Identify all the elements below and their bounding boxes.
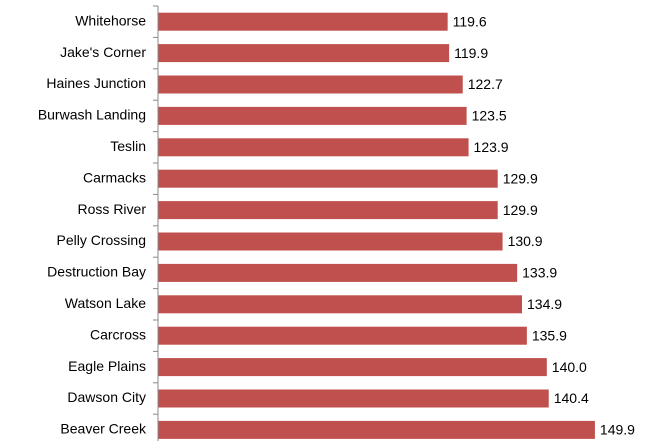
y-tick-label: Dawson City xyxy=(67,389,146,405)
y-tick-label: Ross River xyxy=(78,201,147,217)
y-tick-label: Carmacks xyxy=(83,169,146,185)
bar xyxy=(158,232,503,251)
data-label: 129.9 xyxy=(503,202,538,218)
y-tick-label: Destruction Bay xyxy=(47,264,146,280)
data-label: 123.5 xyxy=(472,108,507,124)
bar xyxy=(158,201,498,220)
bar xyxy=(158,326,527,345)
y-tick-label: Beaver Creek xyxy=(60,421,147,437)
y-tick-label: Eagle Plains xyxy=(68,358,146,374)
y-tick-label: Watson Lake xyxy=(65,295,146,311)
data-label: 123.9 xyxy=(474,139,509,155)
bar xyxy=(158,44,450,63)
data-label: 119.6 xyxy=(453,13,487,29)
y-tick-label: Jake's Corner xyxy=(60,44,146,60)
data-label: 133.9 xyxy=(522,265,557,281)
data-label: 135.9 xyxy=(532,327,567,343)
y-tick-label: Teslin xyxy=(110,138,146,154)
data-label: 130.9 xyxy=(508,233,543,249)
bar xyxy=(158,75,463,94)
y-tick-label: Haines Junction xyxy=(46,75,146,91)
y-tick-label: Whitehorse xyxy=(75,12,146,28)
data-label: 129.9 xyxy=(503,170,538,186)
bar xyxy=(158,138,469,157)
y-tick-label: Carcross xyxy=(90,326,146,342)
bar xyxy=(158,106,467,125)
bar xyxy=(158,12,448,31)
y-tick-label: Burwash Landing xyxy=(38,107,146,123)
bar xyxy=(158,169,498,188)
data-label: 140.4 xyxy=(554,390,589,406)
data-label: 119.9 xyxy=(454,45,488,61)
data-label: 122.7 xyxy=(468,76,503,92)
data-label: 140.0 xyxy=(552,359,587,375)
bar xyxy=(158,263,518,282)
data-label: 149.9 xyxy=(600,422,635,438)
bar xyxy=(158,358,547,377)
y-tick-label: Pelly Crossing xyxy=(57,232,146,248)
bar xyxy=(158,295,523,314)
data-label: 134.9 xyxy=(527,296,562,312)
bar xyxy=(158,389,549,408)
bar xyxy=(158,420,595,439)
